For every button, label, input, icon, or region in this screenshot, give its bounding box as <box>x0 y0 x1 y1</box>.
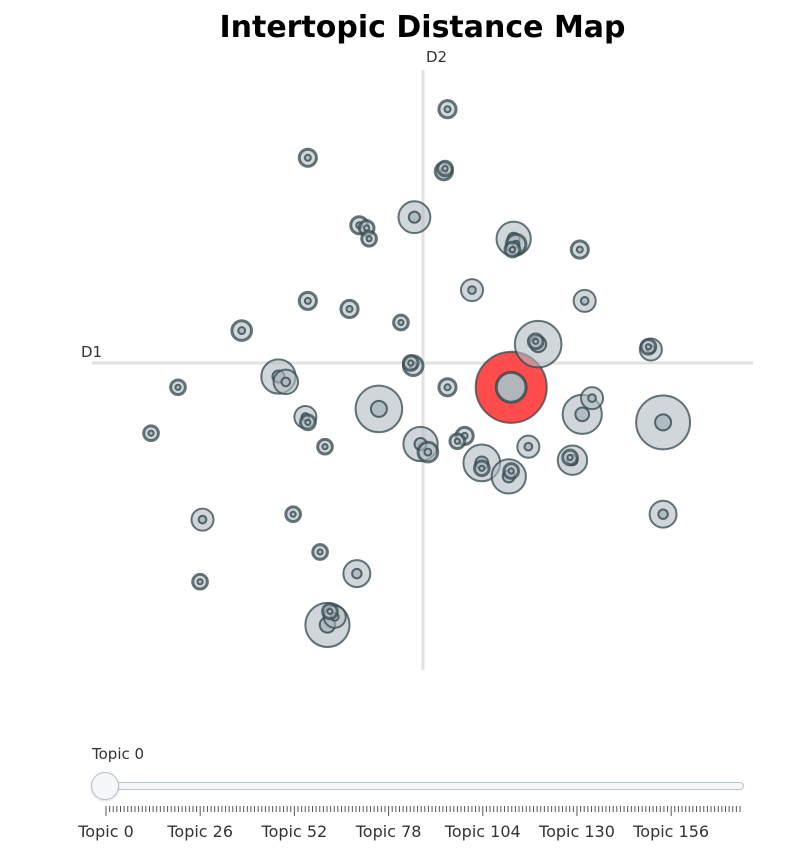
topic-bubble[interactable] <box>191 572 209 591</box>
topic-bubble[interactable] <box>142 424 160 443</box>
topic-bubble[interactable] <box>459 278 485 303</box>
topic-bubble[interactable] <box>230 319 253 342</box>
bubble-center <box>326 607 334 615</box>
bubble-center <box>453 437 461 445</box>
topic-bubble[interactable] <box>502 462 521 480</box>
d2-axis-label: D2 <box>426 48 447 66</box>
topic-bubble[interactable] <box>448 432 467 451</box>
topic-bubble[interactable] <box>297 290 318 311</box>
bubble-center <box>280 376 292 388</box>
topic-bubble[interactable] <box>297 147 318 168</box>
topic-bubble[interactable] <box>639 337 658 356</box>
bubble-center <box>407 210 421 224</box>
topic-bubble[interactable] <box>472 459 491 478</box>
bubble-center <box>644 343 652 351</box>
bubble-center <box>316 548 324 556</box>
topic-bubble[interactable] <box>321 602 339 621</box>
topic-bubble[interactable] <box>503 240 522 259</box>
slider-ticks <box>105 806 741 816</box>
topic-bubble[interactable] <box>272 368 300 396</box>
bubble-center <box>508 246 516 254</box>
chart-title: Intertopic Distance Map <box>219 10 626 45</box>
topic-bubbles <box>142 99 692 648</box>
slider-tick-label[interactable]: Topic 52 <box>261 822 328 841</box>
slider-current-label: Topic 0 <box>92 745 145 763</box>
bubble-center <box>303 296 312 305</box>
topic-bubble[interactable] <box>648 499 678 529</box>
bubble-center <box>443 105 452 114</box>
slider-tick-label[interactable]: Topic 130 <box>539 822 615 841</box>
topic-bubble[interactable] <box>339 298 360 320</box>
topic-bubble[interactable] <box>569 239 590 260</box>
bubble-center <box>351 567 363 580</box>
slider-tick-label[interactable]: Topic 26 <box>167 822 234 841</box>
bubble-center <box>443 383 452 392</box>
bubble-center <box>363 224 371 232</box>
d1-axis-label: D1 <box>81 343 102 361</box>
bubble-center <box>574 406 591 423</box>
topic-bubble[interactable] <box>190 507 215 532</box>
topic-bubble[interactable] <box>169 378 187 397</box>
bubble-center <box>654 413 673 432</box>
bubble-center <box>369 399 388 418</box>
bubble-center <box>174 383 182 391</box>
topic-bubble[interactable] <box>561 448 579 467</box>
topic-bubble[interactable] <box>416 440 440 464</box>
topic-bubble[interactable] <box>316 437 334 456</box>
topic-bubble[interactable] <box>572 288 597 313</box>
bubble-center <box>303 153 312 162</box>
bubble-center <box>657 508 669 520</box>
topic-bubble[interactable] <box>516 434 541 459</box>
topic-bubble[interactable] <box>284 505 302 524</box>
topic-bubble[interactable] <box>342 559 372 589</box>
topic-bubble[interactable] <box>299 413 317 432</box>
topic-bubble[interactable] <box>437 377 458 398</box>
bubble-center <box>237 326 247 336</box>
bubble-center <box>532 337 540 345</box>
bubble-center <box>321 443 329 451</box>
bubble-center <box>304 418 312 426</box>
bubble-center <box>587 393 597 403</box>
bubble-center <box>467 285 477 295</box>
bubble-center <box>289 510 297 518</box>
bubble-center <box>575 245 584 254</box>
selected-topic-bubble[interactable] <box>474 350 548 424</box>
topic-bubble[interactable] <box>580 386 605 411</box>
topic-bubble[interactable] <box>437 99 458 120</box>
bubble-center <box>423 447 433 457</box>
bubble-center <box>494 370 528 404</box>
topic-slider-handle[interactable] <box>91 772 119 800</box>
topic-bubble[interactable] <box>526 332 545 351</box>
bubble-center <box>441 165 449 173</box>
bubble-center <box>365 235 373 243</box>
topic-slider-track[interactable] <box>104 782 744 790</box>
topic-bubble[interactable] <box>354 384 404 434</box>
scatter-plot: D1 D2 <box>81 48 753 670</box>
topic-bubble[interactable] <box>635 394 692 451</box>
slider-tick-label[interactable]: Topic 156 <box>633 822 710 841</box>
bubble-center <box>345 304 354 314</box>
bubble-center <box>478 464 486 472</box>
bubble-center <box>579 296 590 306</box>
bubble-center <box>397 318 405 327</box>
topic-bubble[interactable] <box>392 313 410 332</box>
bubble-center <box>507 467 515 475</box>
slider-tick-label[interactable]: Topic 0 <box>78 822 134 841</box>
bubble-center <box>196 578 204 586</box>
topic-bubble[interactable] <box>401 354 420 372</box>
topic-bubble[interactable] <box>360 229 378 248</box>
topic-bubble[interactable] <box>311 543 329 561</box>
slider-tick-label[interactable]: Topic 104 <box>444 822 521 841</box>
bubble-center <box>523 441 534 452</box>
bubble-center <box>566 453 574 462</box>
topic-bubble[interactable] <box>397 200 432 235</box>
slider-tick-label[interactable]: Topic 78 <box>355 822 422 841</box>
topic-bubble[interactable] <box>436 159 454 178</box>
bubble-center <box>407 359 415 367</box>
bubble-center <box>197 514 208 525</box>
bubble-center <box>147 429 155 437</box>
